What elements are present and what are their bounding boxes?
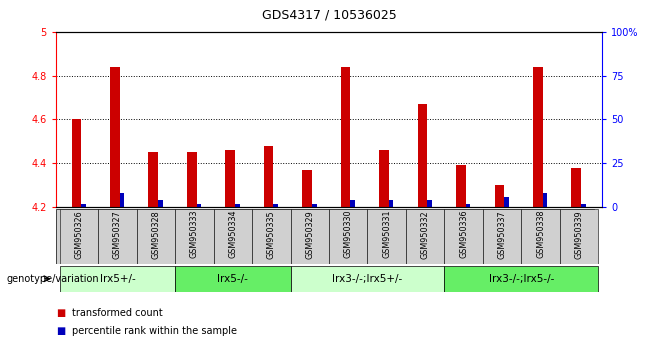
Text: GSM950328: GSM950328 [151, 210, 161, 258]
Bar [175, 266, 291, 292]
Bar [444, 209, 483, 264]
Bar [560, 209, 598, 264]
Bar [60, 209, 98, 264]
Bar [418, 104, 427, 207]
Text: GSM950335: GSM950335 [266, 210, 276, 258]
Text: GSM950336: GSM950336 [459, 210, 468, 258]
Bar [379, 150, 389, 207]
Text: GSM950338: GSM950338 [536, 210, 545, 258]
Text: GSM950331: GSM950331 [382, 210, 392, 258]
Text: lrx5-/-: lrx5-/- [217, 274, 248, 284]
Bar [175, 209, 214, 264]
Bar [291, 266, 444, 292]
Bar [264, 146, 274, 207]
Bar [572, 168, 581, 207]
Bar [367, 209, 406, 264]
Bar [137, 209, 175, 264]
Bar [521, 209, 560, 264]
Bar [235, 204, 240, 207]
Bar [291, 209, 329, 264]
Bar [483, 209, 521, 264]
Bar [120, 193, 124, 207]
Bar [72, 120, 81, 207]
Bar [341, 67, 350, 207]
Text: genotype/variation: genotype/variation [7, 274, 99, 284]
Text: GSM950333: GSM950333 [190, 210, 199, 258]
Bar [389, 200, 393, 207]
Text: GSM950339: GSM950339 [574, 210, 584, 258]
Bar [98, 209, 137, 264]
Bar [406, 209, 444, 264]
Text: lrx5+/-: lrx5+/- [99, 274, 136, 284]
Bar [312, 204, 316, 207]
Bar [197, 204, 201, 207]
Bar [252, 209, 291, 264]
Bar [60, 266, 175, 292]
Bar [274, 204, 278, 207]
Bar [427, 200, 432, 207]
Text: GSM950326: GSM950326 [74, 210, 84, 258]
Text: transformed count: transformed count [72, 308, 163, 318]
Bar [543, 193, 547, 207]
Text: GSM950329: GSM950329 [305, 210, 315, 259]
Bar [329, 209, 367, 264]
Bar [81, 204, 86, 207]
Bar [495, 185, 504, 207]
Bar [225, 150, 235, 207]
Bar [444, 266, 598, 292]
Bar [581, 204, 586, 207]
Bar [350, 200, 355, 207]
Text: GSM950337: GSM950337 [497, 210, 507, 258]
Bar [187, 152, 197, 207]
Text: GSM950332: GSM950332 [420, 210, 430, 258]
Text: GSM950327: GSM950327 [113, 210, 122, 259]
Text: ■: ■ [56, 326, 65, 336]
Text: GDS4317 / 10536025: GDS4317 / 10536025 [262, 9, 396, 22]
Text: percentile rank within the sample: percentile rank within the sample [72, 326, 238, 336]
Bar [456, 165, 466, 207]
Text: lrx3-/-;lrx5-/-: lrx3-/-;lrx5-/- [489, 274, 554, 284]
Text: GSM950334: GSM950334 [228, 210, 238, 258]
Bar [158, 200, 163, 207]
Text: lrx3-/-;lrx5+/-: lrx3-/-;lrx5+/- [332, 274, 403, 284]
Bar [466, 204, 470, 207]
Text: ■: ■ [56, 308, 65, 318]
Text: GSM950330: GSM950330 [343, 210, 353, 258]
Bar [110, 67, 120, 207]
Bar [504, 196, 509, 207]
Bar [302, 170, 312, 207]
Bar [533, 67, 543, 207]
Bar [214, 209, 252, 264]
Bar [149, 152, 158, 207]
